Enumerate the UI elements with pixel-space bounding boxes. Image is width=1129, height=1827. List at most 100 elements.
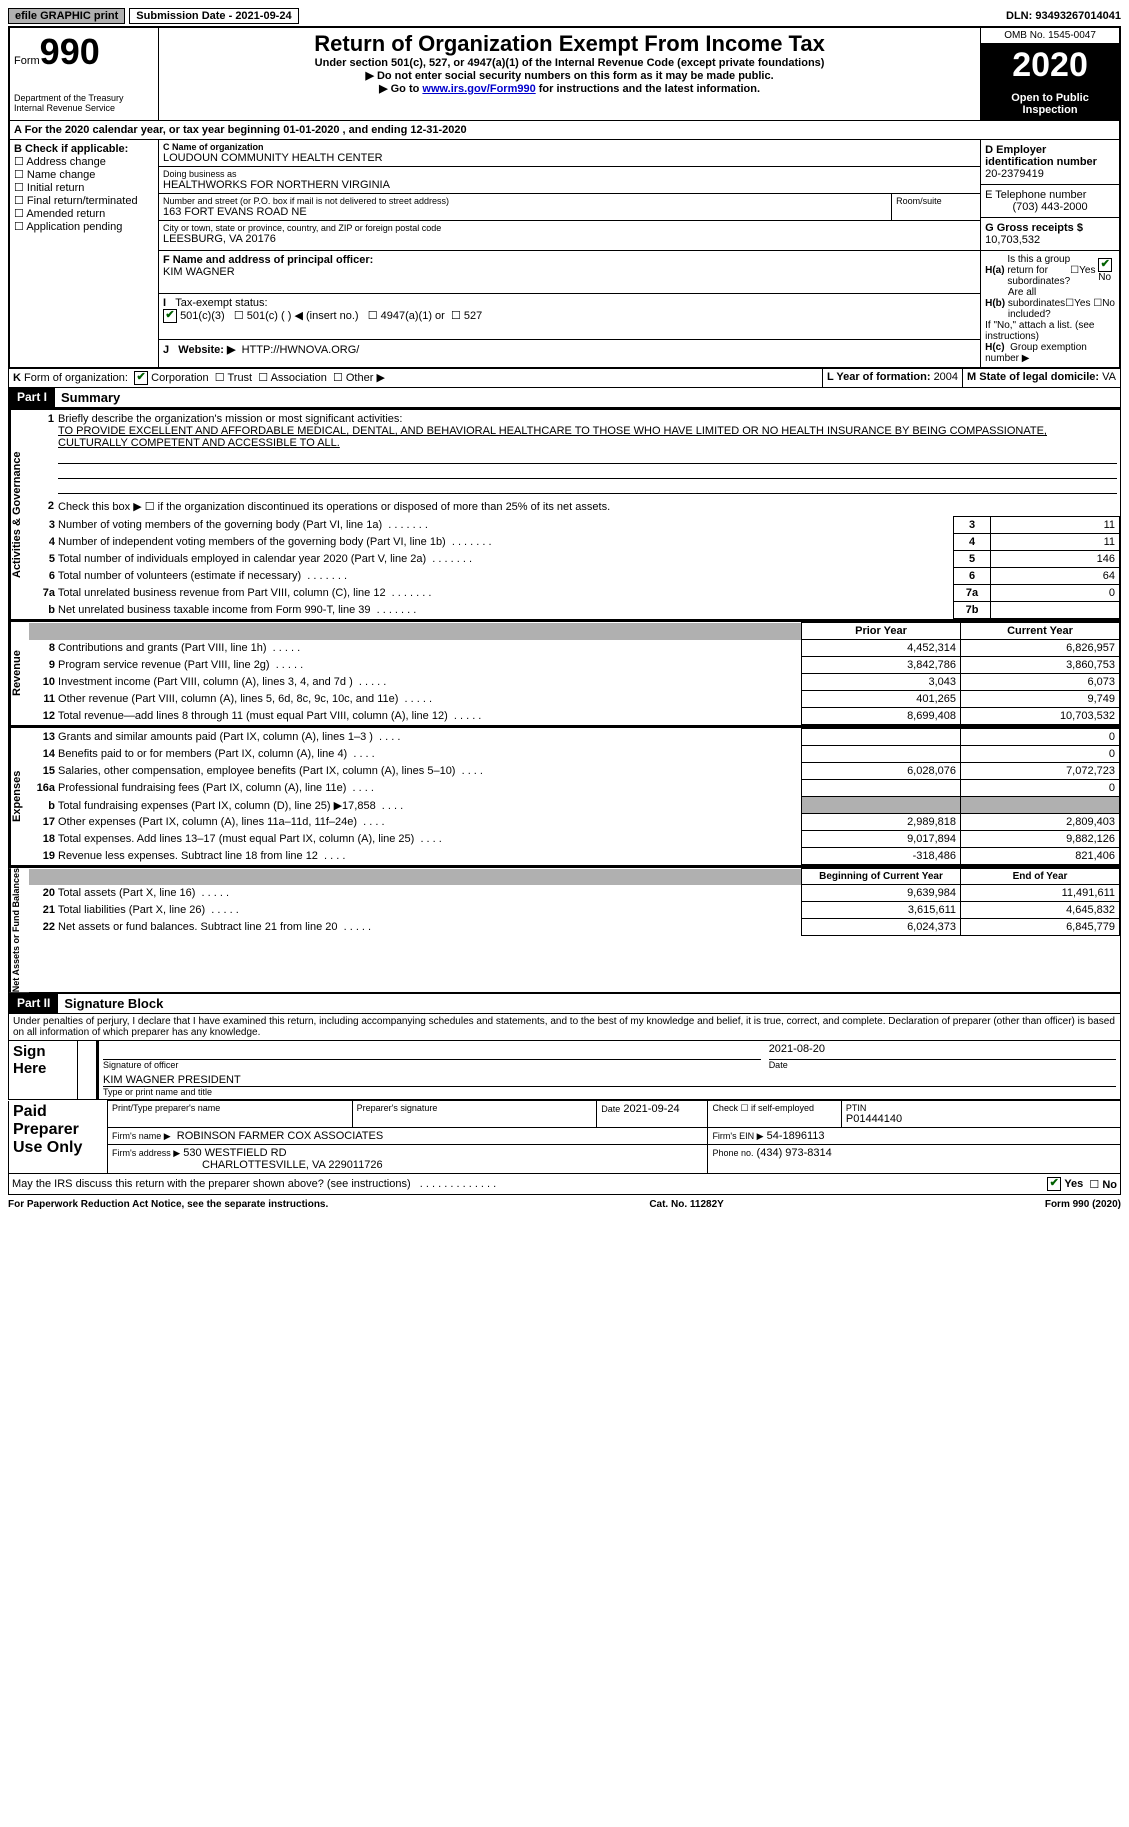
city-label: City or town, state or province, country… [163,223,976,233]
firm-name-label: Firm's name ▶ [112,1131,171,1141]
tax-year: 2020 [981,44,1119,87]
k-other[interactable]: ☐ Other ▶ [333,372,385,384]
table-row: 20 Total assets (Part X, line 16) . . . … [29,885,1120,902]
open-inspection: Open to Public Inspection [981,88,1119,120]
table-row: 15 Salaries, other compensation, employe… [29,763,1120,780]
ha-pre: H(a) [985,265,1004,276]
form-title: Return of Organization Exempt From Incom… [163,31,976,57]
preparer-table: Paid Preparer Use Only Print/Type prepar… [8,1100,1121,1174]
table-row: 4 Number of independent voting members o… [29,534,1120,551]
m-value: VA [1102,371,1116,383]
ha-no[interactable]: ✔No [1098,258,1115,283]
dln-number: DLN: 93493267014041 [1006,10,1121,22]
street-address: 163 FORT EVANS ROAD NE [163,206,887,218]
note2-pre: ▶ Go to [379,83,422,95]
k-trust[interactable]: ☐ Trust [215,372,252,384]
side-netassets: Net Assets or Fund Balances [9,868,29,992]
footer-right: Form 990 (2020) [1045,1199,1121,1210]
part1-title: Summary [55,388,126,407]
firm-phone: (434) 973-8314 [757,1147,832,1159]
sig-date-value: 2021-08-20 [769,1043,1116,1060]
governance-table: 3 Number of voting members of the govern… [29,516,1120,619]
signature-table: Sign Here Signature of officer 2021-08-2… [8,1041,1121,1100]
officer-printed-name: KIM WAGNER PRESIDENT [103,1074,1116,1087]
hb-no[interactable]: ☐No [1093,298,1115,309]
discuss-question: May the IRS discuss this return with the… [12,1178,1047,1190]
ptin-label: PTIN [846,1103,1116,1113]
ein-value: 20-2379419 [985,168,1115,180]
table-row: 17 Other expenses (Part IX, column (A), … [29,814,1120,831]
g-label: G Gross receipts $ [985,222,1083,234]
side-governance: Activities & Governance [9,410,29,619]
addr-label: Number and street (or P.O. box if mail i… [163,196,887,206]
self-employed-check[interactable]: Check ☐ if self-employed [708,1101,841,1128]
firm-city: CHARLOTTESVILLE, VA 229011726 [202,1159,383,1171]
type-name-label: Type or print name and title [103,1087,1116,1097]
i-501c3[interactable]: ✔ 501(c)(3) [163,310,225,322]
table-row: b Total fundraising expenses (Part IX, c… [29,797,1120,814]
form-word: Form [14,55,40,67]
cb-address[interactable]: ☐ Address change [14,155,154,168]
phone-value: (703) 443-2000 [985,201,1115,213]
table-row: 13 Grants and similar amounts paid (Part… [29,729,1120,746]
i-501c[interactable]: ☐ 501(c) ( ) ◀ (insert no.) [234,310,359,322]
cb-pending[interactable]: ☐ Application pending [14,220,154,233]
ha-yes[interactable]: ☐Yes [1070,265,1095,276]
note2-post: for instructions and the latest informat… [536,83,760,95]
ha-label: Is this a group return for subordinates? [1007,254,1070,287]
table-row: 9 Program service revenue (Part VIII, li… [29,657,1120,674]
table-row: 5 Total number of individuals employed i… [29,551,1120,568]
q1-label: Briefly describe the organization's miss… [58,413,402,425]
k-assoc[interactable]: ☐ Association [258,372,327,384]
j-label: Website: ▶ [178,344,235,356]
prep-date-value: 2021-09-24 [623,1103,679,1115]
section-b-label: B Check if applicable: [14,143,154,155]
firm-ein: 54-1896113 [767,1130,825,1142]
cb-final[interactable]: ☐ Final return/terminated [14,194,154,207]
side-revenue: Revenue [9,622,29,725]
table-row: 11 Other revenue (Part VIII, column (A),… [29,691,1120,708]
d-label: D Employer identification number [985,144,1115,168]
mission-text: TO PROVIDE EXCELLENT AND AFFORDABLE MEDI… [58,425,1047,449]
top-bar: efile GRAPHIC print Submission Date - 20… [8,8,1121,24]
revenue-table: Prior YearCurrent Year8 Contributions an… [29,622,1120,725]
e-label: E Telephone number [985,189,1115,201]
k-corp[interactable]: ✔ Corporation [134,372,209,384]
opt-pending: Application pending [26,221,122,233]
table-row: 8 Contributions and grants (Part VIII, l… [29,640,1120,657]
hc-pre: H(c) [985,342,1004,353]
cb-name[interactable]: ☐ Name change [14,168,154,181]
opt-final: Final return/terminated [27,195,138,207]
dba-name: HEALTHWORKS FOR NORTHERN VIRGINIA [163,179,976,191]
c-label: C Name of organization [163,142,976,152]
form-number: 990 [40,31,100,72]
i-label: Tax-exempt status: [175,297,267,309]
i-4947[interactable]: ☐ 4947(a)(1) or [368,310,445,322]
paid-preparer-label: Paid Preparer Use Only [9,1101,108,1174]
q2-label: Check this box ▶ ☐ if the organization d… [58,500,1117,513]
prep-sig-label: Preparer's signature [357,1103,593,1113]
tax-year-line: For the 2020 calendar year, or tax year … [25,124,467,136]
form-header: Form990 Department of the Treasury Inter… [8,26,1121,369]
irs-link[interactable]: www.irs.gov/Form990 [422,83,535,95]
efile-button[interactable]: efile GRAPHIC print [8,8,125,24]
f-label: F Name and address of principal officer: [163,254,976,266]
firm-addr: 530 WESTFIELD RD [183,1147,286,1159]
form-990-label: Form990 [14,31,154,73]
discuss-yes[interactable]: ✔ Yes [1047,1177,1083,1191]
table-row: 14 Benefits paid to or for members (Part… [29,746,1120,763]
table-row: 22 Net assets or fund balances. Subtract… [29,919,1120,936]
table-row: 21 Total liabilities (Part X, line 26) .… [29,902,1120,919]
firm-phone-label: Phone no. [712,1148,753,1158]
org-name: LOUDOUN COMMUNITY HEALTH CENTER [163,152,976,164]
discuss-no[interactable]: ☐ No [1089,1178,1117,1191]
part2-title: Signature Block [58,994,169,1013]
cb-initial[interactable]: ☐ Initial return [14,181,154,194]
hb-yes[interactable]: ☐Yes [1065,298,1090,309]
i-527[interactable]: ☐ 527 [451,310,482,322]
omb-number: OMB No. 1545-0047 [981,28,1119,44]
opt-name: Name change [27,169,96,181]
page-footer: For Paperwork Reduction Act Notice, see … [8,1199,1121,1210]
l-label: L Year of formation: [827,371,931,383]
cb-amended[interactable]: ☐ Amended return [14,207,154,220]
